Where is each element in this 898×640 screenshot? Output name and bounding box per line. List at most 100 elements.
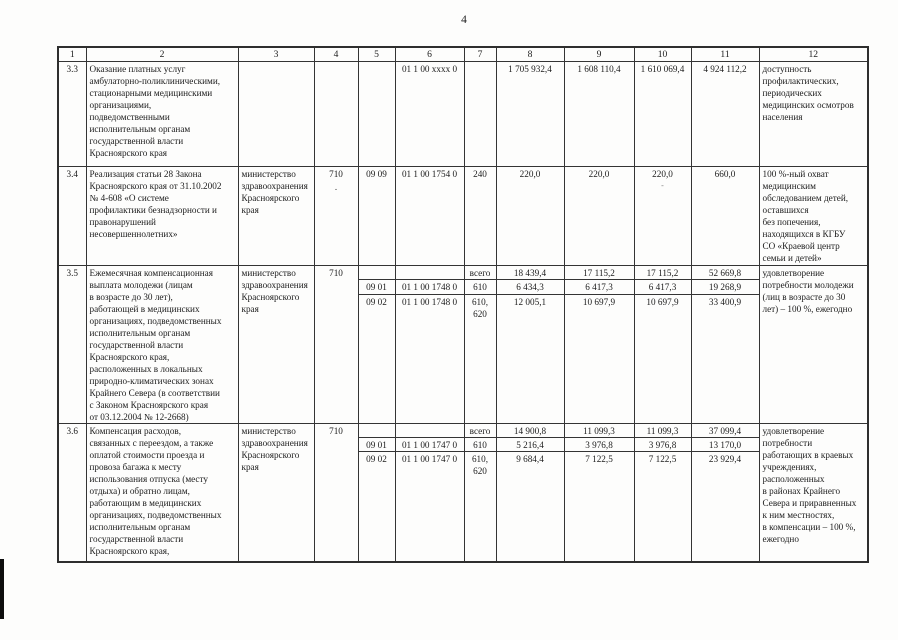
cell-executor: министерство здравоохранения Красноярско… bbox=[237, 265, 315, 424]
table-row: 3.4 Реализация статьи 28 Закона Краснояр… bbox=[57, 166, 869, 266]
cell-amount-3: 7 122,5 bbox=[633, 451, 692, 562]
table-row: 3.6 Компенсация расходов, связанных с пе… bbox=[57, 423, 869, 562]
cell-amount-1: 12 005,1 bbox=[495, 293, 565, 425]
cell-grbs-code: 710 bbox=[313, 423, 359, 562]
column-header: 10 bbox=[633, 46, 692, 62]
cell-amount-total: 19 268,9 bbox=[690, 279, 760, 295]
cell-csr-code: 01 1 00 1748 0 bbox=[394, 293, 465, 425]
cell-amount-1: 5 216,4 bbox=[495, 437, 565, 452]
cell-vr-code: 610 bbox=[463, 437, 497, 452]
cell-vr-code: 610, 620 bbox=[463, 451, 497, 562]
cell-amount-3: 1 610 069,4 bbox=[633, 61, 692, 167]
cell-vr-code bbox=[463, 61, 497, 167]
table-subrow: 09 01 01 1 00 1747 0 610 5 216,4 3 976,8… bbox=[58, 437, 868, 452]
table-subrow: 09 02 01 1 00 1747 0 610, 620 9 684,4 7 … bbox=[58, 451, 868, 562]
column-header: 9 bbox=[563, 46, 635, 62]
cell-description: Ежемесячная компенсационная выплата моло… bbox=[85, 265, 239, 424]
cell-amount-2: 220,0 bbox=[563, 166, 635, 266]
cell-expected-result: доступность профилактических, периодичес… bbox=[758, 61, 869, 167]
cell-vr-code: всего bbox=[463, 423, 497, 438]
scan-dash-artifact: - bbox=[661, 181, 664, 190]
cell-amount-2: 1 608 110,4 bbox=[563, 61, 635, 167]
cell-razdel-code bbox=[357, 61, 396, 167]
cell-csr-code: 01 1 00 1747 0 bbox=[394, 451, 465, 562]
cell-razdel-code: 09 02 bbox=[357, 451, 396, 562]
cell-amount-total: 52 669,8 bbox=[690, 264, 760, 281]
cell-razdel-code bbox=[357, 264, 396, 281]
column-header: 2 bbox=[85, 46, 239, 62]
column-header: 3 bbox=[237, 46, 315, 62]
cell-amount-total: 660,0 bbox=[690, 166, 760, 266]
cell-amount-2: 11 099,3 bbox=[563, 423, 635, 438]
cell-csr-code: 01 1 00 1754 0 bbox=[394, 166, 465, 266]
cell-amount-1: 220,0 bbox=[495, 166, 565, 266]
cell-executor: министерство здравоохранения Красноярско… bbox=[237, 166, 315, 266]
cell-expected-result: 100 %-ный охват медицинским обследование… bbox=[758, 166, 869, 266]
cell-expected-result: удовлетворение потребности молодежи (лиц… bbox=[758, 265, 869, 424]
column-header: 5 bbox=[357, 46, 396, 62]
cell-grbs-code: 710. bbox=[313, 166, 359, 266]
cell-amount-3: 17 115,2 bbox=[633, 264, 692, 281]
cell-executor: министерство здравоохранения Красноярско… bbox=[237, 423, 315, 562]
column-header: 7 bbox=[463, 46, 497, 62]
cell-amount-total: 4 924 112,2 bbox=[690, 61, 760, 167]
cell-amount-3: 10 697,9 bbox=[633, 293, 692, 425]
cell-amount-total: 33 400,9 bbox=[690, 293, 760, 425]
cell-amount-1: 14 900,8 bbox=[495, 423, 565, 438]
cell-amount-2: 17 115,2 bbox=[563, 264, 635, 281]
cell-vr-code: всего bbox=[463, 264, 497, 281]
cell-row-number: 3.3 bbox=[57, 61, 87, 167]
cell-vr-code: 240 bbox=[463, 166, 497, 266]
cell-vr-code: 610 bbox=[463, 279, 497, 295]
cell-razdel-code: 09 01 bbox=[357, 279, 396, 295]
column-header: 4 bbox=[313, 46, 359, 62]
cell-csr-code: 01 1 00 1748 0 bbox=[394, 279, 465, 295]
column-header: 11 bbox=[690, 46, 760, 62]
cell-amount-3: 6 417,3 bbox=[633, 279, 692, 295]
cell-csr-code: 01 1 00 1747 0 bbox=[394, 437, 465, 452]
cell-description: Компенсация расходов, связанных с переез… bbox=[85, 423, 239, 562]
cell-amount-total: 23 929,4 bbox=[690, 451, 760, 562]
cell-razdel-code: 09 09 bbox=[357, 166, 396, 266]
table-subrow: 09 01 01 1 00 1748 0 610 6 434,3 6 417,3… bbox=[58, 279, 868, 295]
scan-edge-artifact bbox=[0, 559, 4, 619]
cell-amount-2: 10 697,9 bbox=[563, 293, 635, 425]
cell-row-number: 3.5 bbox=[57, 265, 87, 424]
column-header: 1 bbox=[57, 46, 87, 62]
cell-amount-total: 13 170,0 bbox=[690, 437, 760, 452]
cell-amount-1: 6 434,3 bbox=[495, 279, 565, 295]
cell-amount-1: 1 705 932,4 bbox=[495, 61, 565, 167]
cell-amount-1: 9 684,4 bbox=[495, 451, 565, 562]
cell-executor bbox=[237, 61, 315, 167]
table-row: 3.5 Ежемесячная компенсационная выплата … bbox=[57, 264, 869, 424]
column-header: 12 bbox=[758, 46, 869, 62]
cell-csr-code bbox=[394, 264, 465, 281]
table-header-row: 1 2 3 4 5 6 7 8 9 10 11 12 bbox=[57, 46, 869, 62]
column-header: 6 bbox=[394, 46, 465, 62]
cell-grbs-code bbox=[313, 61, 359, 167]
cell-row-number: 3.4 bbox=[57, 166, 87, 266]
cell-amount-2: 3 976,8 bbox=[563, 437, 635, 452]
cell-grbs-code: 710 bbox=[313, 265, 359, 424]
cell-amount-3: 11 099,3 bbox=[633, 423, 692, 438]
cell-description: Оказание платных услуг амбулаторно-полик… bbox=[85, 61, 239, 167]
table-subrow: 09 02 01 1 00 1748 0 610, 620 12 005,1 1… bbox=[58, 293, 868, 425]
cell-amount-2: 6 417,3 bbox=[563, 279, 635, 295]
cell-amount-3: 3 976,8 bbox=[633, 437, 692, 452]
cell-row-number: 3.6 bbox=[57, 423, 87, 562]
cell-razdel-code: 09 01 bbox=[357, 437, 396, 452]
cell-vr-code: 610, 620 bbox=[463, 293, 497, 425]
cell-description: Реализация статьи 28 Закона Красноярског… bbox=[85, 166, 239, 266]
cell-amount-3: 220,0- bbox=[633, 166, 692, 266]
page-number: 4 bbox=[461, 14, 467, 26]
cell-amount-2: 7 122,5 bbox=[563, 451, 635, 562]
cell-razdel-code bbox=[357, 423, 396, 438]
scan-dot-artifact: . bbox=[334, 182, 338, 192]
cell-csr-code bbox=[394, 423, 465, 438]
cell-amount-total: 37 099,4 bbox=[690, 423, 760, 438]
column-header: 8 bbox=[495, 46, 565, 62]
budget-table: 1 2 3 4 5 6 7 8 9 10 11 12 3.3 Оказание … bbox=[57, 46, 869, 563]
cell-csr-code: 01 1 00 xxxx 0 bbox=[394, 61, 465, 167]
cell-amount-1: 18 439,4 bbox=[495, 264, 565, 281]
